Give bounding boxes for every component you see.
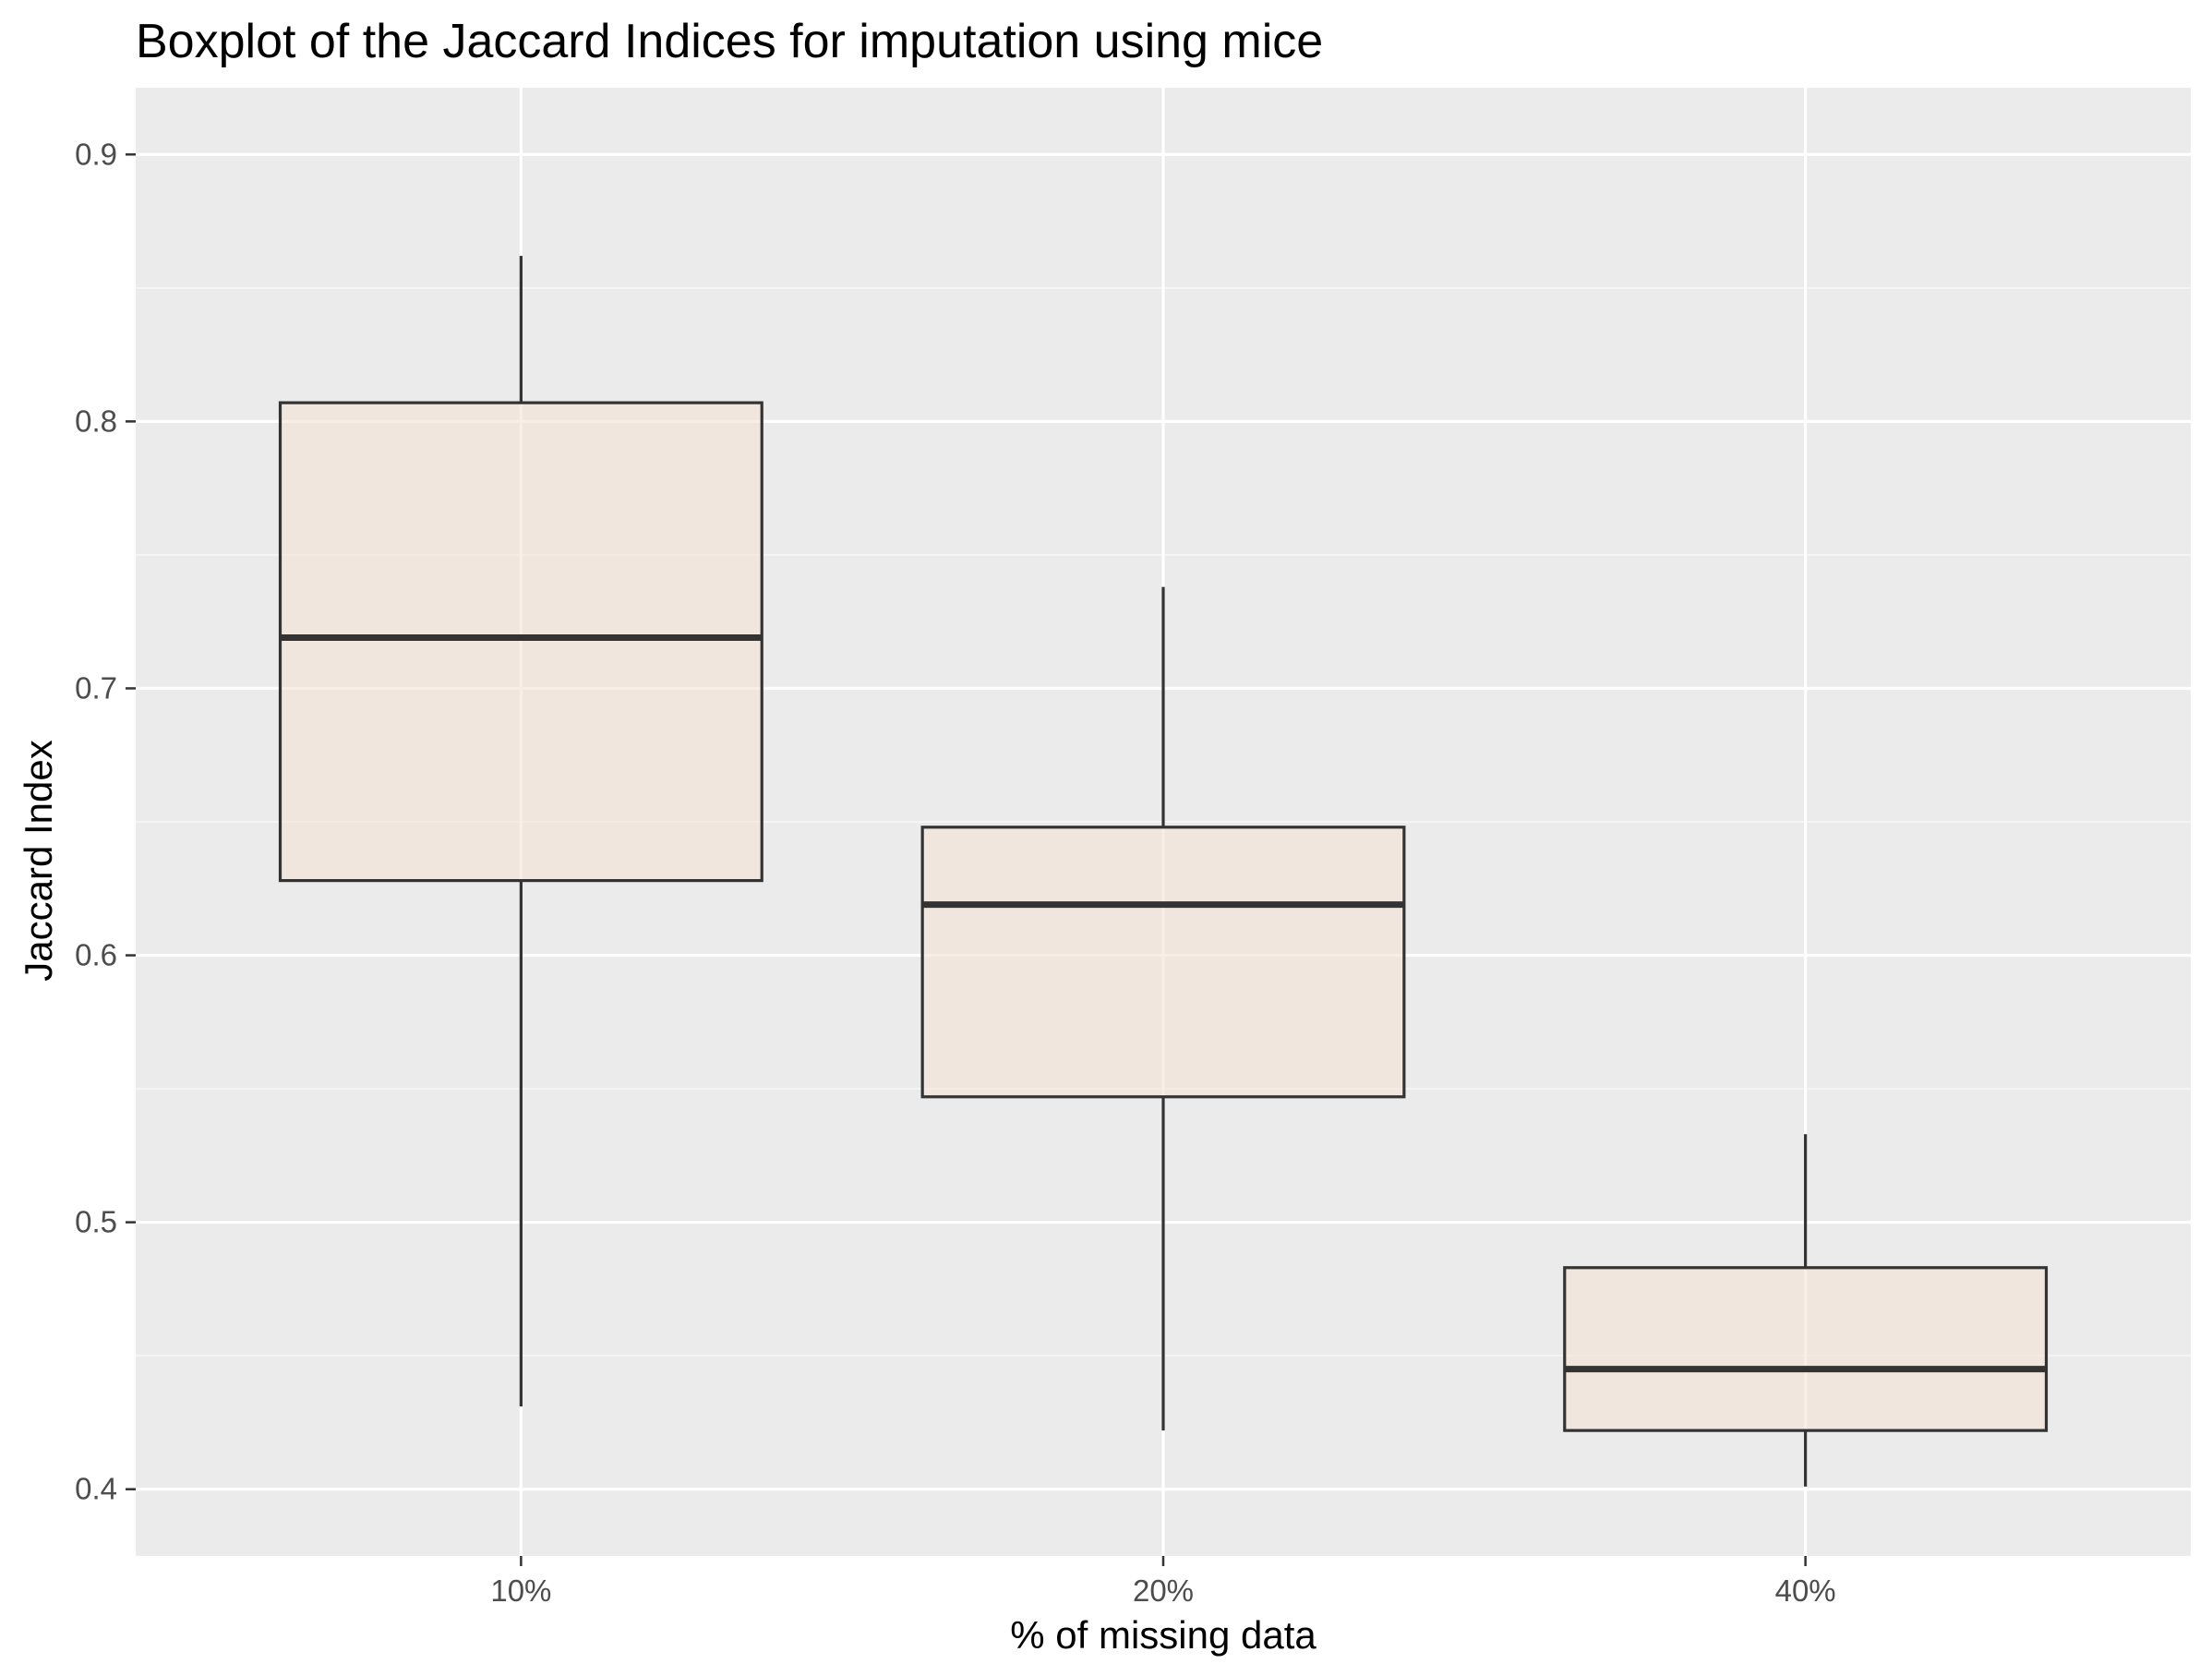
box-body <box>278 401 763 883</box>
x-axis: 10% 20% 40% <box>490 1556 1836 1608</box>
box-series <box>278 256 2049 1487</box>
box-1 <box>278 256 763 1407</box>
y-tick-label: 0.7 <box>75 670 117 705</box>
box-3 <box>1563 1134 2049 1487</box>
y-tick-label: 0.8 <box>75 404 117 438</box>
x-tick-label: 40% <box>1775 1574 1836 1608</box>
y-axis: 0.4 0.5 0.6 0.7 0.8 0.9 <box>75 137 136 1506</box>
box-2 <box>920 586 1406 1431</box>
x-tick-label: 20% <box>1133 1574 1194 1608</box>
y-tick-label: 0.5 <box>75 1205 117 1239</box>
x-axis-title: % of missing data <box>1010 1613 1316 1657</box>
box-body <box>1563 1266 2049 1432</box>
chart-title: Boxplot of the Jaccard Indices for imput… <box>136 15 1323 68</box>
y-axis-title: Jaccard Index <box>17 740 60 981</box>
y-tick-label: 0.6 <box>75 938 117 972</box>
y-tick-label: 0.4 <box>75 1472 117 1506</box>
x-tick-label: 10% <box>490 1574 551 1608</box>
box-body <box>920 826 1406 1099</box>
y-tick-label: 0.9 <box>75 137 117 171</box>
